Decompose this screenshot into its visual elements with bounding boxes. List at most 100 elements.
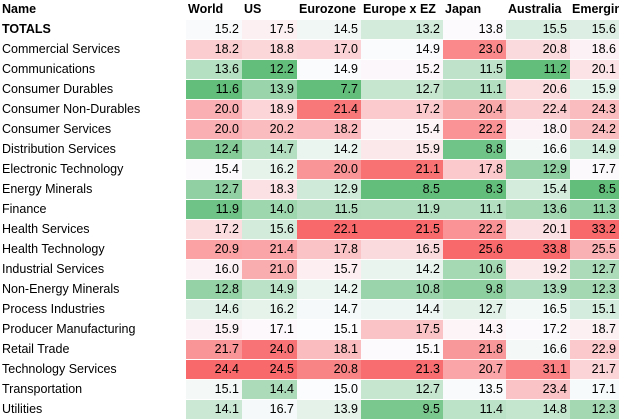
cell-eurozone[interactable]: 14.2 — [297, 139, 361, 160]
cell-australia[interactable]: 11.2 — [506, 59, 570, 80]
cell-europe-x-ez[interactable]: 21.1 — [361, 159, 443, 180]
row-name[interactable]: TOTALS — [0, 19, 186, 40]
cell-world[interactable]: 20.9 — [186, 239, 242, 260]
column-header-australia[interactable]: Australia — [506, 0, 570, 20]
cell-us[interactable]: 17.5 — [242, 19, 297, 40]
cell-japan[interactable]: 10.6 — [443, 259, 506, 280]
cell-japan[interactable]: 12.7 — [443, 299, 506, 320]
cell-japan[interactable]: 20.4 — [443, 99, 506, 120]
cell-europe-x-ez[interactable]: 15.4 — [361, 119, 443, 140]
cell-europe-x-ez[interactable]: 13.2 — [361, 19, 443, 40]
cell-world[interactable]: 11.9 — [186, 199, 242, 220]
cell-us[interactable]: 14.4 — [242, 379, 297, 400]
cell-world[interactable]: 12.8 — [186, 279, 242, 300]
cell-europe-x-ez[interactable]: 15.9 — [361, 139, 443, 160]
cell-eurozone[interactable]: 20.8 — [297, 359, 361, 380]
cell-eurozone[interactable]: 17.0 — [297, 39, 361, 60]
cell-world[interactable]: 14.6 — [186, 299, 242, 320]
cell-europe-x-ez[interactable]: 12.7 — [361, 379, 443, 400]
cell-europe-x-ez[interactable]: 14.2 — [361, 259, 443, 280]
cell-emerging[interactable]: 21.7 — [570, 359, 619, 380]
cell-emerging[interactable]: 11.3 — [570, 199, 619, 220]
cell-japan[interactable]: 25.6 — [443, 239, 506, 260]
cell-us[interactable]: 24.5 — [242, 359, 297, 380]
row-name[interactable]: Finance — [0, 199, 186, 220]
cell-eurozone[interactable]: 20.0 — [297, 159, 361, 180]
cell-eurozone[interactable]: 21.4 — [297, 99, 361, 120]
cell-eurozone[interactable]: 14.9 — [297, 59, 361, 80]
row-name[interactable]: Consumer Services — [0, 119, 186, 140]
cell-eurozone[interactable]: 15.1 — [297, 319, 361, 340]
row-name[interactable]: Communications — [0, 59, 186, 80]
row-name[interactable]: Transportation — [0, 379, 186, 400]
cell-europe-x-ez[interactable]: 17.5 — [361, 319, 443, 340]
cell-emerging[interactable]: 22.9 — [570, 339, 619, 360]
cell-eurozone[interactable]: 12.9 — [297, 179, 361, 200]
cell-emerging[interactable]: 20.1 — [570, 59, 619, 80]
cell-emerging[interactable]: 15.9 — [570, 79, 619, 100]
cell-emerging[interactable]: 12.7 — [570, 259, 619, 280]
cell-australia[interactable]: 12.9 — [506, 159, 570, 180]
cell-us[interactable]: 13.9 — [242, 79, 297, 100]
cell-australia[interactable]: 20.6 — [506, 79, 570, 100]
cell-us[interactable]: 16.2 — [242, 299, 297, 320]
cell-australia[interactable]: 22.4 — [506, 99, 570, 120]
cell-us[interactable]: 16.2 — [242, 159, 297, 180]
cell-eurozone[interactable]: 18.2 — [297, 119, 361, 140]
column-header-japan[interactable]: Japan — [443, 0, 506, 20]
cell-australia[interactable]: 15.5 — [506, 19, 570, 40]
cell-eurozone[interactable]: 11.5 — [297, 199, 361, 220]
cell-eurozone[interactable]: 15.7 — [297, 259, 361, 280]
cell-australia[interactable]: 15.4 — [506, 179, 570, 200]
cell-japan[interactable]: 13.8 — [443, 19, 506, 40]
column-header-world[interactable]: World — [186, 0, 242, 20]
cell-eurozone[interactable]: 22.1 — [297, 219, 361, 240]
cell-australia[interactable]: 13.9 — [506, 279, 570, 300]
cell-europe-x-ez[interactable]: 9.5 — [361, 399, 443, 420]
cell-world[interactable]: 21.7 — [186, 339, 242, 360]
cell-world[interactable]: 17.2 — [186, 219, 242, 240]
cell-australia[interactable]: 20.1 — [506, 219, 570, 240]
cell-australia[interactable]: 16.6 — [506, 139, 570, 160]
cell-us[interactable]: 14.7 — [242, 139, 297, 160]
cell-japan[interactable]: 14.3 — [443, 319, 506, 340]
cell-us[interactable]: 20.2 — [242, 119, 297, 140]
row-name[interactable]: Electronic Technology — [0, 159, 186, 180]
cell-australia[interactable]: 19.2 — [506, 259, 570, 280]
cell-japan[interactable]: 22.2 — [443, 119, 506, 140]
row-name[interactable]: Industrial Services — [0, 259, 186, 280]
cell-japan[interactable]: 21.8 — [443, 339, 506, 360]
cell-us[interactable]: 12.2 — [242, 59, 297, 80]
cell-us[interactable]: 16.7 — [242, 399, 297, 420]
cell-us[interactable]: 18.3 — [242, 179, 297, 200]
row-name[interactable]: Consumer Durables — [0, 79, 186, 100]
cell-europe-x-ez[interactable]: 11.9 — [361, 199, 443, 220]
cell-eurozone[interactable]: 14.7 — [297, 299, 361, 320]
column-header-europe-x-ez[interactable]: Europe x EZ — [361, 0, 443, 20]
cell-world[interactable]: 11.6 — [186, 79, 242, 100]
cell-australia[interactable]: 13.6 — [506, 199, 570, 220]
cell-world[interactable]: 12.7 — [186, 179, 242, 200]
cell-japan[interactable]: 8.8 — [443, 139, 506, 160]
cell-japan[interactable]: 13.5 — [443, 379, 506, 400]
cell-world[interactable]: 12.4 — [186, 139, 242, 160]
cell-emerging[interactable]: 18.6 — [570, 39, 619, 60]
cell-japan[interactable]: 17.8 — [443, 159, 506, 180]
cell-europe-x-ez[interactable]: 21.3 — [361, 359, 443, 380]
cell-us[interactable]: 18.8 — [242, 39, 297, 60]
cell-japan[interactable]: 23.0 — [443, 39, 506, 60]
cell-europe-x-ez[interactable]: 14.9 — [361, 39, 443, 60]
row-name[interactable]: Utilities — [0, 399, 186, 420]
cell-emerging[interactable]: 33.2 — [570, 219, 619, 240]
cell-emerging[interactable]: 18.7 — [570, 319, 619, 340]
cell-world[interactable]: 13.6 — [186, 59, 242, 80]
cell-us[interactable]: 14.0 — [242, 199, 297, 220]
cell-eurozone[interactable]: 18.1 — [297, 339, 361, 360]
cell-europe-x-ez[interactable]: 15.2 — [361, 59, 443, 80]
cell-emerging[interactable]: 17.1 — [570, 379, 619, 400]
cell-japan[interactable]: 11.1 — [443, 199, 506, 220]
cell-europe-x-ez[interactable]: 10.8 — [361, 279, 443, 300]
cell-us[interactable]: 15.6 — [242, 219, 297, 240]
cell-emerging[interactable]: 17.7 — [570, 159, 619, 180]
cell-australia[interactable]: 16.5 — [506, 299, 570, 320]
